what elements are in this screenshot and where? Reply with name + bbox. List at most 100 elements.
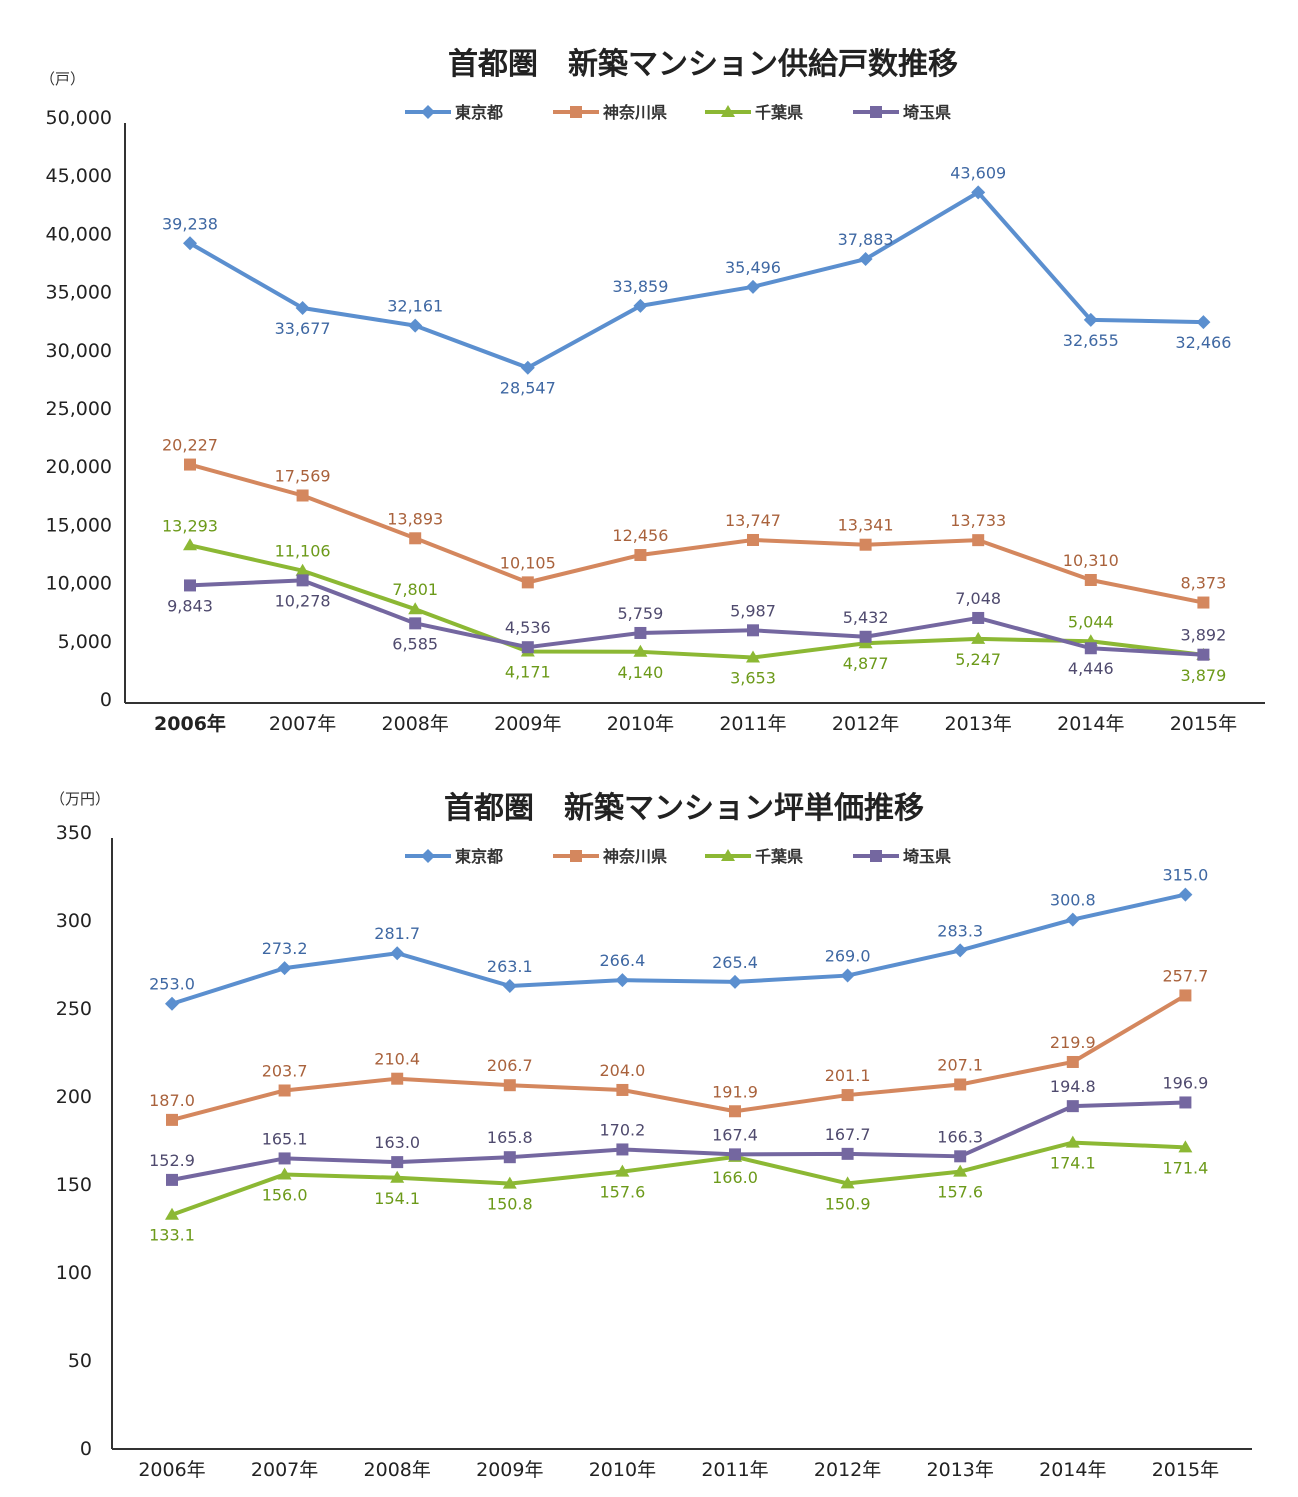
data-label: 7,048 xyxy=(955,589,1001,608)
legend-label: 東京都 xyxy=(455,103,503,122)
y-tick-label: 100 xyxy=(56,1262,92,1284)
data-point xyxy=(1066,1100,1079,1113)
y-tick-label: 25,000 xyxy=(46,398,112,420)
data-label: 5,247 xyxy=(955,650,1001,669)
data-label: 5,987 xyxy=(730,601,776,620)
data-point xyxy=(295,300,310,315)
data-label: 43,609 xyxy=(950,163,1006,182)
data-label: 174.1 xyxy=(1050,1154,1096,1173)
data-label: 12,456 xyxy=(612,526,668,545)
data-label: 150.8 xyxy=(487,1195,533,1214)
y-tick-label: 50 xyxy=(68,1350,92,1372)
data-label: 6,585 xyxy=(392,634,438,653)
data-label: 167.4 xyxy=(712,1125,758,1144)
legend-marker-triangle-icon xyxy=(721,105,735,117)
legend-marker-triangle-icon xyxy=(721,849,735,861)
data-label: 194.8 xyxy=(1050,1077,1096,1096)
data-label: 4,140 xyxy=(617,663,663,682)
data-label: 219.9 xyxy=(1050,1033,1096,1052)
x-tick-label: 2013年 xyxy=(927,1459,994,1481)
data-point xyxy=(296,489,309,502)
data-point xyxy=(296,574,309,587)
series-line xyxy=(171,1100,1186,1182)
data-label: 4,536 xyxy=(505,618,551,637)
data-point xyxy=(183,538,197,551)
legend-marker-square-icon xyxy=(870,106,882,118)
data-label: 39,238 xyxy=(162,214,218,233)
data-point xyxy=(277,961,292,976)
legend-marker-diamond-icon xyxy=(421,105,435,119)
data-label: 10,310 xyxy=(1063,551,1119,570)
data-point xyxy=(728,974,742,989)
data-point xyxy=(1197,596,1210,609)
legend-label: 埼玉県 xyxy=(903,103,951,122)
data-point xyxy=(971,185,986,200)
data-point xyxy=(502,978,517,993)
data-point xyxy=(746,650,760,663)
data-label: 170.2 xyxy=(599,1120,645,1139)
data-label: 191.9 xyxy=(712,1082,758,1101)
data-point xyxy=(1178,887,1193,902)
data-point xyxy=(1065,1135,1080,1148)
data-point xyxy=(1065,912,1080,927)
data-label: 13,893 xyxy=(387,509,443,528)
data-point xyxy=(634,549,647,562)
data-label: 4,877 xyxy=(843,654,889,673)
data-label: 11,106 xyxy=(275,542,331,561)
x-tick-label: 2006年 xyxy=(138,1459,205,1481)
data-label: 201.1 xyxy=(825,1066,871,1085)
data-point xyxy=(841,1147,854,1160)
y-tick-label: 0 xyxy=(100,689,112,711)
x-tick-label: 2015年 xyxy=(1170,713,1237,735)
x-tick-label: 2006年 xyxy=(154,712,226,735)
data-point xyxy=(972,611,985,624)
x-tick-label: 2014年 xyxy=(1039,1459,1106,1481)
x-tick-label: 2011年 xyxy=(701,1459,768,1481)
data-label: 165.1 xyxy=(262,1129,308,1148)
data-point xyxy=(165,1207,179,1220)
data-label: 203.7 xyxy=(262,1061,308,1080)
chart-title: 首都圏 新築マンション坪単価推移 xyxy=(444,791,924,826)
data-label: 163.0 xyxy=(374,1133,420,1152)
y-tick-label: 10,000 xyxy=(46,573,112,595)
data-label: 35,496 xyxy=(725,258,781,277)
y-axis-unit-label: （戸） xyxy=(40,70,85,88)
data-point xyxy=(972,534,985,547)
y-tick-label: 200 xyxy=(56,1086,92,1108)
data-point xyxy=(278,1152,291,1165)
data-point xyxy=(1066,1055,1079,1068)
data-point xyxy=(746,279,760,294)
data-label: 281.7 xyxy=(374,924,420,943)
data-point xyxy=(409,532,422,545)
data-label: 257.7 xyxy=(1162,966,1208,985)
data-label: 5,759 xyxy=(617,604,663,623)
legend-label: 神奈川県 xyxy=(603,103,667,122)
data-point xyxy=(1196,315,1211,330)
legend-label: 神奈川県 xyxy=(603,847,667,866)
data-point xyxy=(841,1089,854,1102)
data-point xyxy=(615,1164,630,1177)
data-label: 266.4 xyxy=(599,951,645,970)
data-label: 32,655 xyxy=(1063,331,1119,350)
data-point xyxy=(165,996,179,1011)
data-label: 206.7 xyxy=(487,1056,533,1075)
data-point xyxy=(390,946,405,961)
data-point xyxy=(408,318,423,333)
data-label: 210.4 xyxy=(374,1050,420,1069)
data-label: 196.9 xyxy=(1162,1073,1208,1092)
data-point xyxy=(391,1072,404,1085)
series-line xyxy=(171,1140,1186,1217)
data-point xyxy=(633,644,648,657)
data-point xyxy=(408,602,423,615)
series-line xyxy=(171,993,1187,1122)
y-tick-label: 35,000 xyxy=(46,282,112,304)
data-label: 269.0 xyxy=(825,947,871,966)
data-point xyxy=(277,1167,292,1180)
data-label: 157.6 xyxy=(599,1183,645,1202)
data-point xyxy=(633,298,648,313)
data-label: 300.8 xyxy=(1050,891,1096,910)
data-label: 166.3 xyxy=(937,1127,983,1146)
data-point xyxy=(1178,1140,1193,1153)
data-label: 150.9 xyxy=(825,1194,871,1213)
data-label: 7,801 xyxy=(392,580,438,599)
